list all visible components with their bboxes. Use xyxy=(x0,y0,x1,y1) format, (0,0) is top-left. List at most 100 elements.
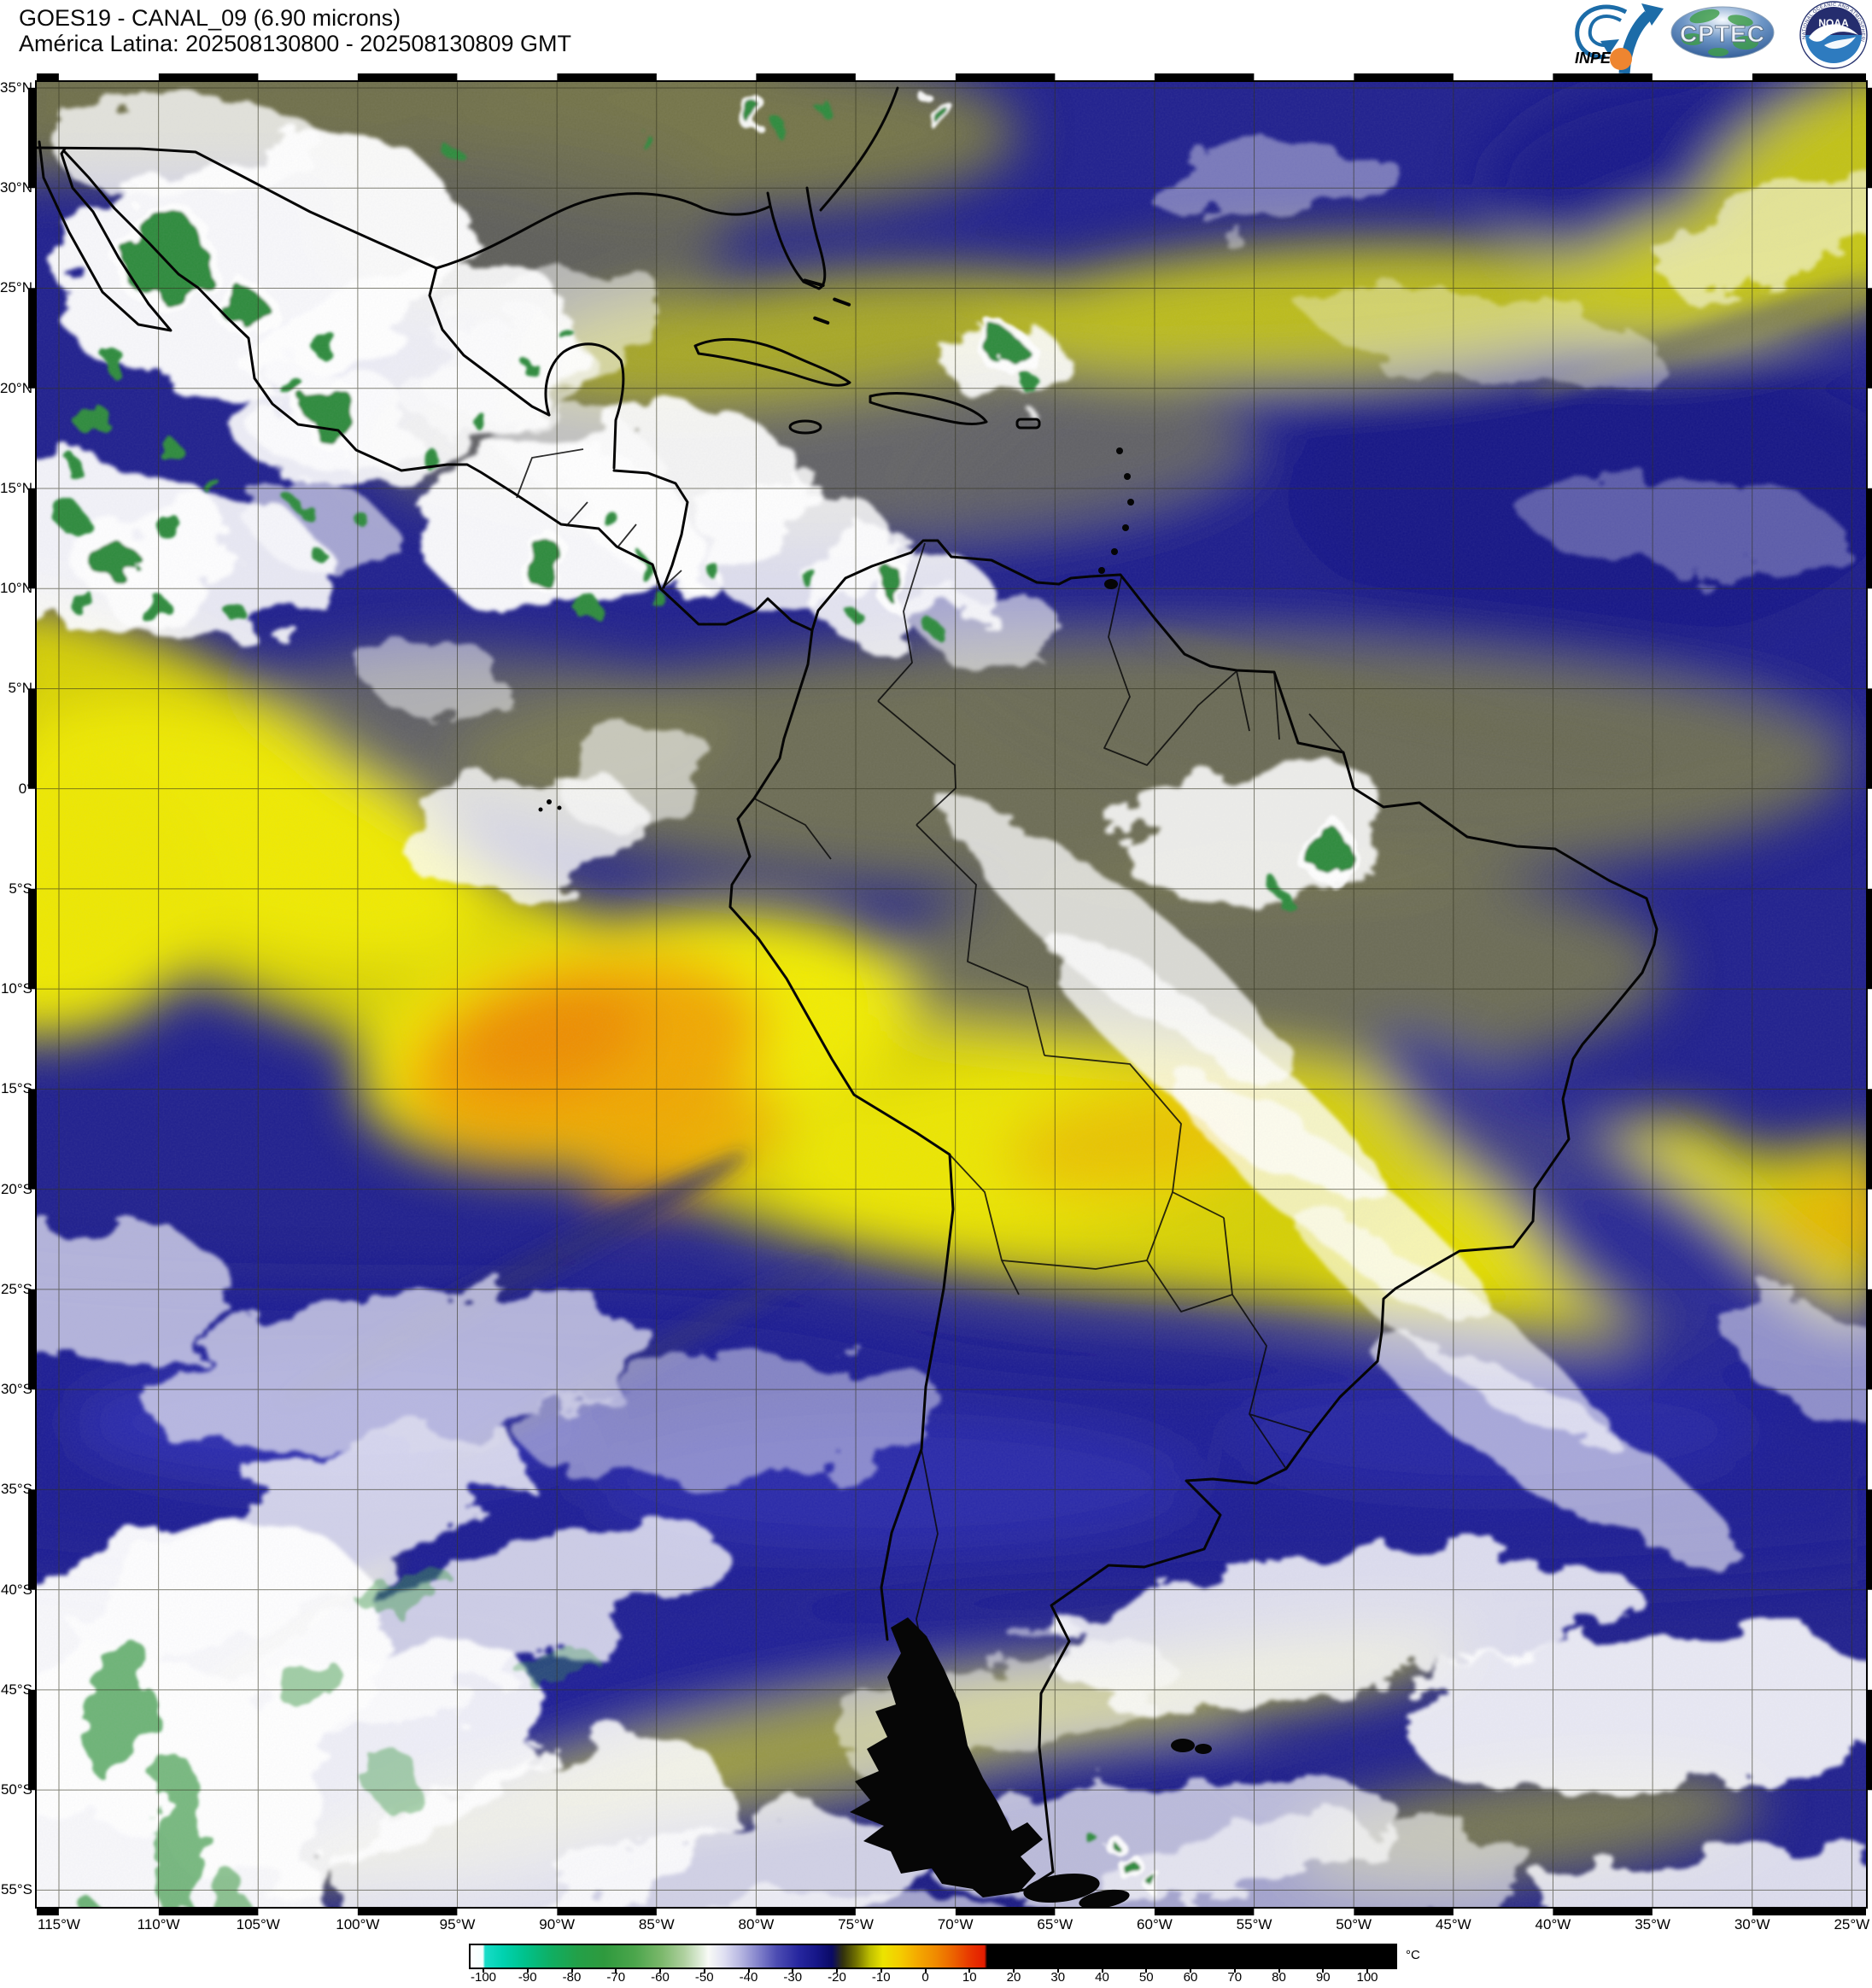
colorbar-tick-label: 40 xyxy=(1095,1970,1109,1985)
colorbar-tick xyxy=(1056,1968,1059,1973)
colorbar-tick-label: -10 xyxy=(871,1970,891,1985)
cptec-logo: CPTEC xyxy=(1670,6,1775,59)
temperature-colorbar xyxy=(469,1944,1397,1969)
image-grain xyxy=(37,82,1866,1907)
colorbar-tick xyxy=(659,1968,661,1973)
lat-label: 20°S xyxy=(0,1180,32,1197)
colorbar-tick xyxy=(615,1968,617,1973)
lat-label: 55°S xyxy=(0,1881,32,1898)
colorbar-tick xyxy=(570,1968,573,1973)
lat-label: 25°N xyxy=(0,279,32,296)
colorbar-tick-label: -60 xyxy=(651,1970,670,1985)
colorbar-tick-label: 0 xyxy=(921,1970,929,1985)
lat-label: 50°S xyxy=(0,1781,32,1798)
lat-label: 5°S xyxy=(9,880,32,897)
lat-label: 10°N xyxy=(0,580,32,597)
lat-label: 10°S xyxy=(0,980,32,997)
noaa-wordmark: NOAA xyxy=(1818,17,1849,29)
lat-label: 25°S xyxy=(0,1280,32,1297)
lon-label: 90°W xyxy=(539,1916,576,1932)
colorbar-tick-label: 30 xyxy=(1050,1970,1066,1985)
lat-label: 0° xyxy=(18,780,32,797)
colorbar-tick xyxy=(1101,1968,1103,1973)
colorbar-tick-label: -100 xyxy=(470,1970,497,1985)
lon-label: 100°W xyxy=(336,1916,380,1932)
inpe-logo: INPE xyxy=(1575,3,1664,73)
colorbar-tick-label: 20 xyxy=(1006,1970,1021,1985)
colorbar-tick xyxy=(792,1968,794,1973)
colorbar-tick-label: -30 xyxy=(783,1970,803,1985)
inpe-orange-dot xyxy=(1610,48,1632,70)
lat-label: 30°S xyxy=(0,1381,32,1398)
lon-label: 50°W xyxy=(1336,1916,1372,1932)
map-border-left xyxy=(28,82,35,1907)
colorbar-tick-label: 10 xyxy=(962,1970,977,1985)
inpe-wordmark: INPE xyxy=(1575,50,1612,67)
colorbar-tick xyxy=(1145,1968,1148,1973)
lon-label: 95°W xyxy=(439,1916,476,1932)
satellite-map xyxy=(35,80,1868,1909)
colorbar-tick xyxy=(836,1968,838,1973)
lon-label: 105°W xyxy=(236,1916,280,1932)
colorbar-tick xyxy=(1366,1968,1368,1973)
satellite-image xyxy=(37,82,1866,1907)
colorbar-tick-label: -50 xyxy=(694,1970,714,1985)
colorbar-tick-label: 80 xyxy=(1272,1970,1286,1985)
colorbar-tick xyxy=(968,1968,971,1973)
patagonia-silhouette xyxy=(850,1617,1212,1907)
map-border-bottom xyxy=(37,1909,1866,1915)
noaa-seagull-icon xyxy=(1809,24,1858,42)
lon-label: 55°W xyxy=(1236,1916,1272,1932)
lon-label: 65°W xyxy=(1037,1916,1073,1932)
cptec-continents xyxy=(1682,9,1758,56)
lon-label: 35°W xyxy=(1635,1916,1670,1932)
colorbar-tick-label: 60 xyxy=(1183,1970,1198,1985)
colorbar-tick xyxy=(526,1968,529,1973)
colorbar-tick-label: -20 xyxy=(828,1970,846,1985)
lat-label: 35°S xyxy=(0,1481,32,1498)
coastlines xyxy=(37,86,1658,1897)
lat-label: 40°S xyxy=(0,1581,32,1598)
lat-label: 30°N xyxy=(0,179,32,196)
lon-label: 45°W xyxy=(1435,1916,1471,1932)
map-border-right xyxy=(1868,82,1872,1907)
product-title: GOES19 - CANAL_09 (6.90 microns) xyxy=(19,5,401,31)
lat-label: 35°N xyxy=(0,79,32,96)
colorbar-unit: °C xyxy=(1406,1948,1420,1962)
map-border-top xyxy=(37,73,1866,80)
lon-label: 80°W xyxy=(738,1916,775,1932)
colorbar-tick xyxy=(1233,1968,1236,1973)
colorbar-tick xyxy=(1278,1968,1280,1973)
lat-label: 15°S xyxy=(0,1080,32,1097)
grid-lines xyxy=(37,82,1866,1907)
lon-label: 85°W xyxy=(638,1916,675,1932)
lat-label: 5°N xyxy=(8,680,32,697)
lat-label: 20°N xyxy=(0,379,32,396)
lon-label: 25°W xyxy=(1834,1916,1870,1932)
colorbar-tick-label: 50 xyxy=(1138,1970,1154,1985)
lon-label: 75°W xyxy=(838,1916,874,1932)
lon-label: 115°W xyxy=(38,1916,80,1932)
colorbar-tick-label: 90 xyxy=(1315,1970,1331,1985)
colorbar-tick xyxy=(483,1968,484,1973)
colorbar-tick-label: -40 xyxy=(739,1970,758,1985)
colorbar-tick-label: -70 xyxy=(606,1970,626,1985)
product-subtitle: América Latina: 202508130800 - 202508130… xyxy=(19,31,571,56)
lon-label: 70°W xyxy=(937,1916,974,1932)
lon-label: 110°W xyxy=(137,1916,180,1932)
colorbar-tick xyxy=(747,1968,750,1973)
island-specks xyxy=(538,278,1134,812)
colorbar-tick-label: 70 xyxy=(1227,1970,1243,1985)
lat-label: 45°S xyxy=(0,1681,32,1698)
colorbar-tick xyxy=(880,1968,882,1973)
colorbar-tick-label: -90 xyxy=(518,1970,537,1985)
colorbar-tick xyxy=(1322,1968,1325,1973)
colorbar-tick xyxy=(924,1968,927,1973)
colorbar-tick xyxy=(1013,1968,1015,1973)
lon-label: 40°W xyxy=(1535,1916,1571,1932)
lon-label: 60°W xyxy=(1137,1916,1173,1932)
colorbar-tick-label: -80 xyxy=(562,1970,582,1985)
noaa-logo: NOAA NATIONAL OCEANIC AND ATMOSPHERIC AD… xyxy=(1799,0,1868,69)
lon-label: 30°W xyxy=(1734,1916,1770,1932)
